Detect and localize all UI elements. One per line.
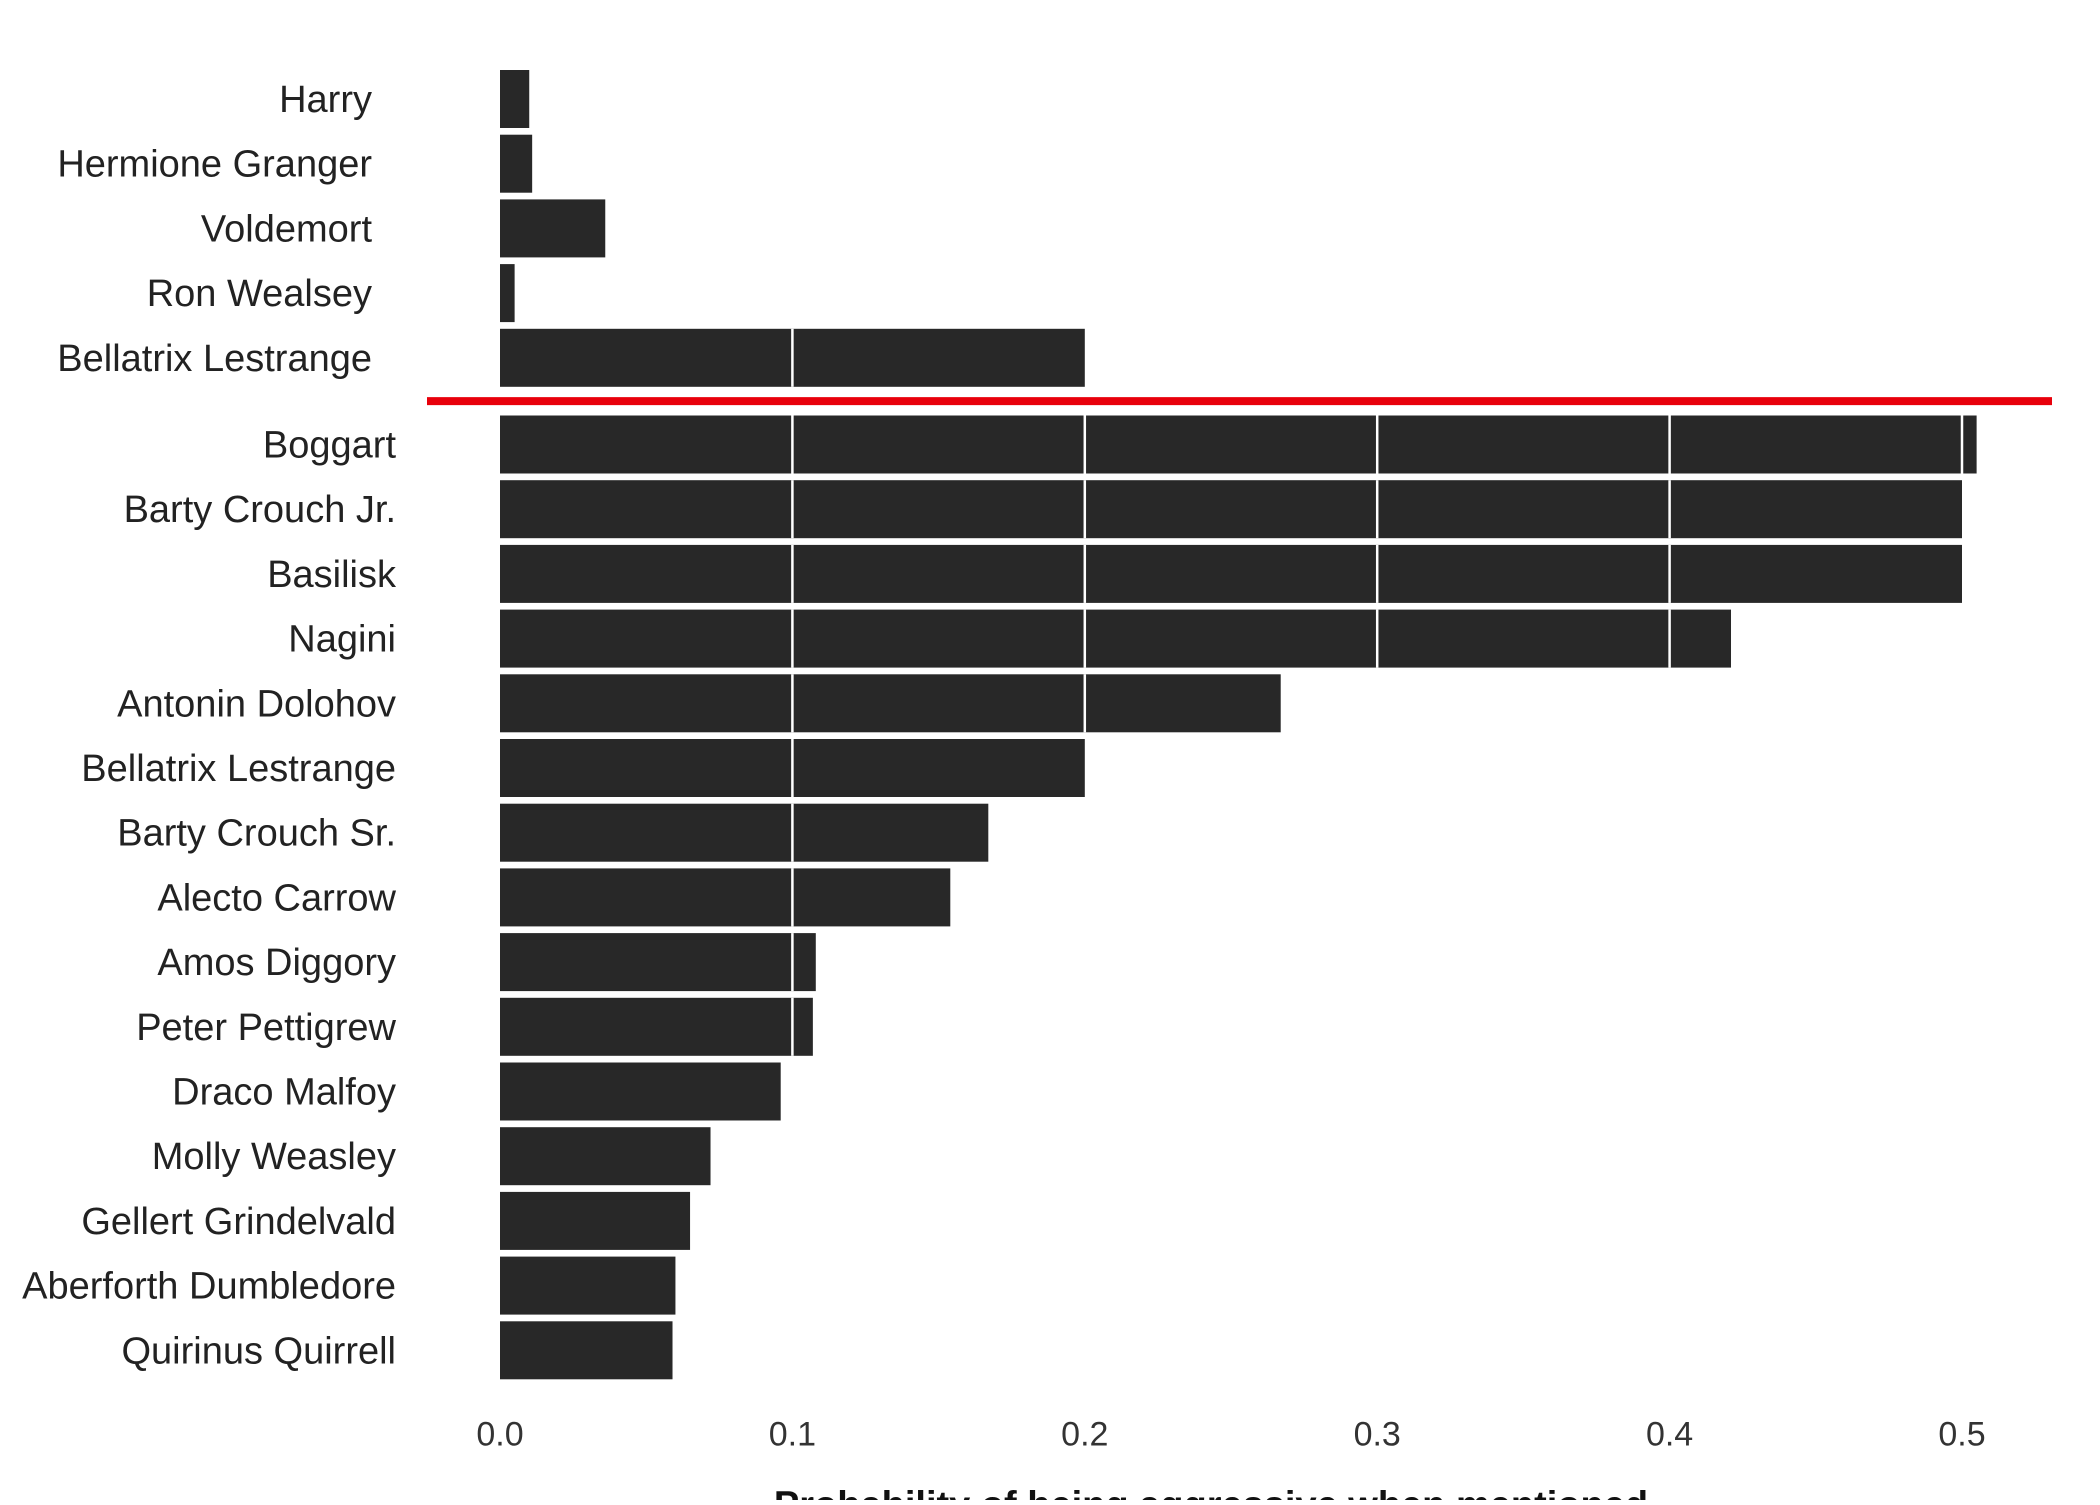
category-label-reference-voldemort: Voldemort [201,208,373,250]
category-label-ranked-molly-weasley: Molly Weasley [152,1136,396,1178]
bar-ranked-boggart [500,415,1977,474]
bar-ranked-gellert-grindelvald [500,1191,691,1250]
category-label-ranked-boggart: Boggart [263,425,397,467]
x-tick-label-4: 0.4 [1646,1415,1693,1453]
category-label-ranked-draco-malfoy: Draco Malfoy [172,1072,396,1114]
bar-ranked-aberforth-dumbledore [500,1256,676,1315]
x-tick-label-3: 0.3 [1354,1415,1401,1453]
category-labels-layer: Harry Hermione Granger Voldemort Ron Wealse… [22,79,397,1372]
bar-ranked-amos-diggory [500,933,816,992]
bars-layer [500,70,1977,1380]
bar-ranked-molly-weasley [500,1127,711,1186]
x-axis-title: Probability of being aggressive when men… [774,1484,1648,1500]
grid-layer [791,328,1964,1056]
category-label-reference-bellatrix-lestrange: Bellatrix Lestrange [57,338,372,380]
category-label-reference-harry: Harry [279,79,372,121]
bar-ranked-draco-malfoy [500,1062,781,1121]
category-label-ranked-barty-crouch-jr: Barty Crouch Jr. [124,489,396,531]
bar-reference-hermione-granger [500,134,533,193]
x-tick-label-0: 0.0 [476,1415,523,1453]
bar-ranked-nagini [500,609,1732,668]
bar-ranked-barty-crouch-jr [500,480,1962,539]
category-label-ranked-antonin-dolohov: Antonin Dolohov [117,683,396,725]
bar-ranked-antonin-dolohov [500,674,1281,733]
bar-ranked-peter-pettigrew [500,997,813,1056]
category-label-ranked-aberforth-dumbledore: Aberforth Dumbledore [22,1266,396,1308]
category-label-reference-ron-wealsey: Ron Wealsey [147,273,372,315]
category-label-ranked-quirinus-quirrell: Quirinus Quirrell [121,1330,396,1372]
category-label-ranked-bellatrix-lestrange: Bellatrix Lestrange [81,748,396,790]
bar-ranked-alecto-carrow [500,868,951,927]
x-tick-label-1: 0.1 [769,1415,816,1453]
category-label-ranked-basilisk: Basilisk [267,554,397,596]
x-tick-label-2: 0.2 [1061,1415,1108,1453]
category-label-reference-hermione-granger: Hermione Granger [57,144,372,186]
category-label-ranked-amos-diggory: Amos Diggory [157,942,396,984]
category-label-ranked-barty-crouch-sr: Barty Crouch Sr. [117,813,396,855]
x-tick-labels-layer: 0.0 0.1 0.2 0.3 0.4 0.5 [476,1415,1985,1453]
category-label-ranked-alecto-carrow: Alecto Carrow [157,877,396,919]
bar-reference-ron-wealsey [500,264,515,323]
x-tick-label-5: 0.5 [1938,1415,1985,1453]
bar-reference-voldemort [500,199,606,258]
category-label-ranked-peter-pettigrew: Peter Pettigrew [136,1007,396,1049]
category-label-ranked-nagini: Nagini [288,619,396,661]
bar-ranked-barty-crouch-sr [500,803,989,862]
bar-reference-harry [500,70,530,128]
category-label-ranked-gellert-grindelvald: Gellert Grindelvald [81,1201,396,1243]
bar-ranked-quirinus-quirrell [500,1321,673,1380]
bar-ranked-basilisk [500,544,1962,603]
